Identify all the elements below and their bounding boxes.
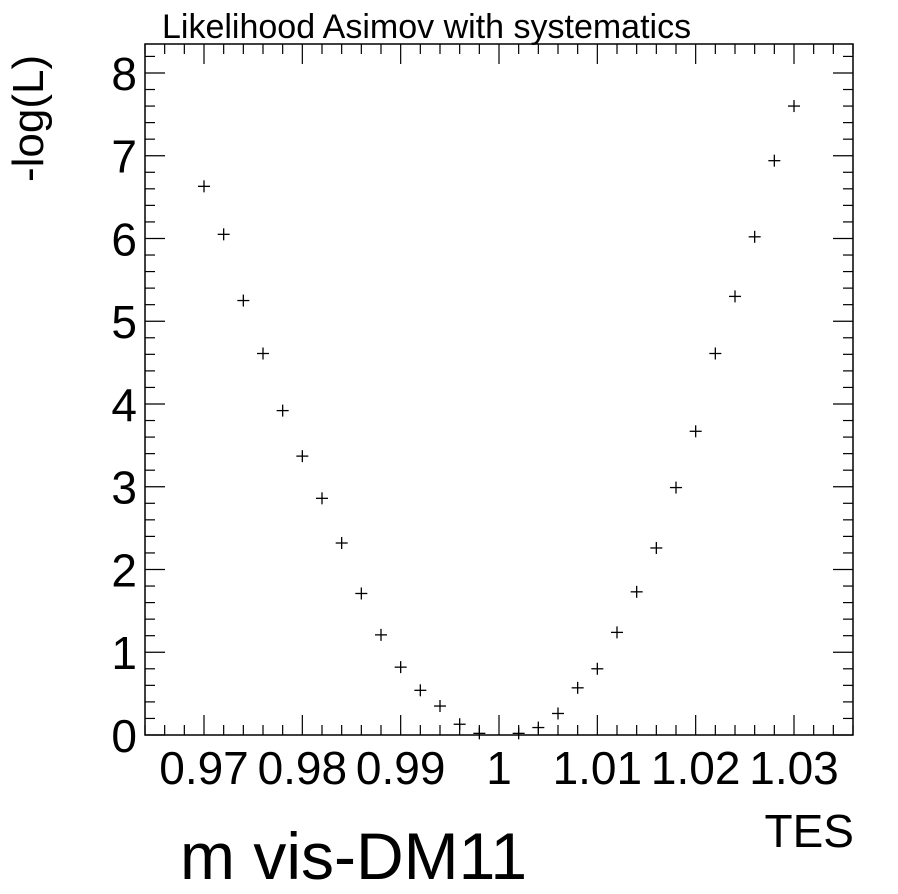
data-point [768, 154, 781, 167]
y-tick-label: 0 [111, 710, 137, 762]
y-tick-label: 6 [111, 213, 137, 265]
x-tick-label: 1.03 [749, 742, 839, 794]
x-tick-label: 1.01 [553, 742, 643, 794]
data-point [434, 700, 446, 713]
data-point [729, 290, 741, 303]
data-point [375, 628, 387, 641]
data-point [512, 727, 525, 740]
y-tick-label: 4 [111, 379, 137, 431]
data-point [532, 721, 545, 734]
data-point [611, 626, 623, 639]
y-tick-label: 3 [111, 462, 137, 514]
data-point [296, 450, 309, 463]
plot-canvas: 0.97 0.98 0.99 1 1.01 1.02 1.03 0 1 2 3 4 5 6 7 8 [111, 43, 854, 794]
chart-title: Likelihood Asimov with systematics [162, 8, 692, 46]
x-tick-label: 1.02 [651, 742, 741, 794]
x-tick-label: 0.97 [159, 742, 249, 794]
data-point [257, 347, 269, 360]
data-point [414, 684, 427, 697]
data-markers [198, 100, 800, 740]
x-tick-label: 1 [486, 742, 512, 794]
data-point [473, 727, 486, 740]
data-point [453, 718, 466, 731]
y-tick-label: 2 [111, 544, 137, 596]
data-point [276, 404, 289, 417]
y-tick-label: 1 [111, 627, 137, 679]
data-point [552, 707, 564, 720]
data-point [394, 661, 407, 674]
data-point [316, 492, 328, 505]
y-tick-label: 5 [111, 296, 137, 348]
data-point [237, 294, 250, 307]
x-tick-label: 0.98 [258, 742, 348, 794]
data-point [670, 481, 682, 494]
x-tick-label: 0.99 [356, 742, 446, 794]
y-tick-label: 7 [111, 131, 137, 183]
data-point [709, 347, 722, 360]
data-point [355, 587, 368, 600]
data-point [650, 541, 663, 554]
data-point [335, 537, 348, 550]
y-tick-label: 8 [111, 48, 137, 100]
axis-ticks [144, 44, 854, 736]
data-point [571, 681, 584, 694]
data-point [689, 425, 702, 438]
axis-tick-labels: 0.97 0.98 0.99 1 1.01 1.02 1.03 0 1 2 3 4 5 6 7 8 [111, 48, 838, 794]
data-point [198, 180, 210, 193]
data-point [217, 228, 230, 241]
data-point [748, 230, 761, 243]
data-point [630, 585, 643, 598]
data-point [591, 662, 604, 675]
plot-frame [144, 43, 854, 736]
data-point [788, 100, 800, 113]
x-axis-label: TES [764, 805, 854, 857]
